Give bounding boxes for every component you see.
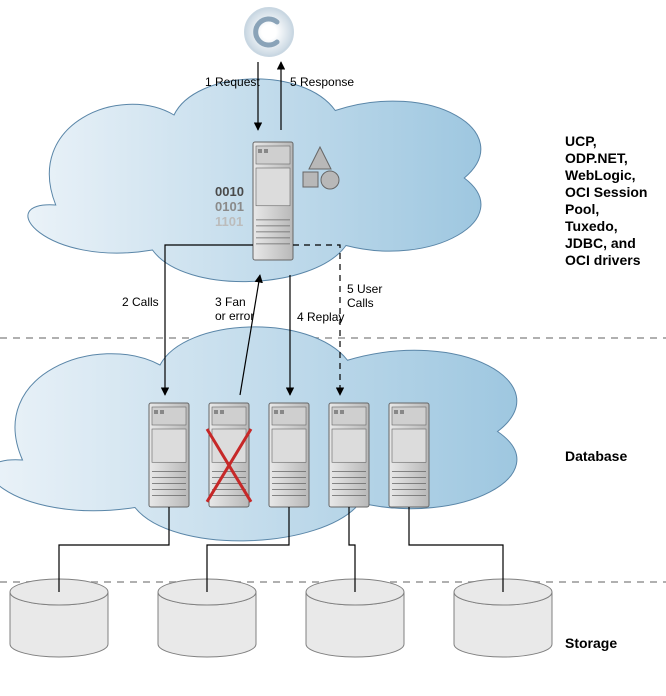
side-label-drivers: JDBC, and bbox=[565, 235, 636, 251]
side-label-drivers: WebLogic, bbox=[565, 167, 636, 183]
label-user: 5 User bbox=[347, 282, 382, 296]
label-calls: 2 Calls bbox=[122, 295, 159, 309]
label-response: 5 Response bbox=[290, 75, 354, 89]
db-server-1 bbox=[207, 403, 251, 507]
label-fan: or error bbox=[215, 309, 254, 323]
db-server-3 bbox=[329, 403, 369, 507]
side-label-drivers: Tuxedo, bbox=[565, 218, 618, 234]
side-label-drivers: OCI drivers bbox=[565, 252, 641, 268]
client-icon bbox=[245, 8, 293, 56]
side-label-storage: Storage bbox=[565, 635, 617, 651]
binary-text-line: 0010 bbox=[215, 184, 244, 199]
binary-text-line: 0101 bbox=[215, 199, 244, 214]
cloud-bottom bbox=[0, 327, 517, 541]
label-user: Calls bbox=[347, 296, 374, 310]
db-server-2 bbox=[269, 403, 309, 507]
shape-square-icon bbox=[303, 172, 318, 187]
side-label-drivers: ODP.NET, bbox=[565, 150, 628, 166]
side-label-database: Database bbox=[565, 448, 627, 464]
binary-text-line: 1101 bbox=[215, 214, 243, 229]
db-server-4 bbox=[389, 403, 429, 507]
db-server-0 bbox=[149, 403, 189, 507]
shape-circle-icon bbox=[321, 171, 339, 189]
side-label-drivers: OCI Session bbox=[565, 184, 647, 200]
label-request: 1 Request bbox=[205, 75, 260, 89]
app-server bbox=[253, 142, 293, 260]
side-label-drivers: Pool, bbox=[565, 201, 599, 217]
label-replay: 4 Replay bbox=[297, 310, 344, 324]
label-fan: 3 Fan bbox=[215, 295, 246, 309]
side-label-drivers: UCP, bbox=[565, 133, 597, 149]
